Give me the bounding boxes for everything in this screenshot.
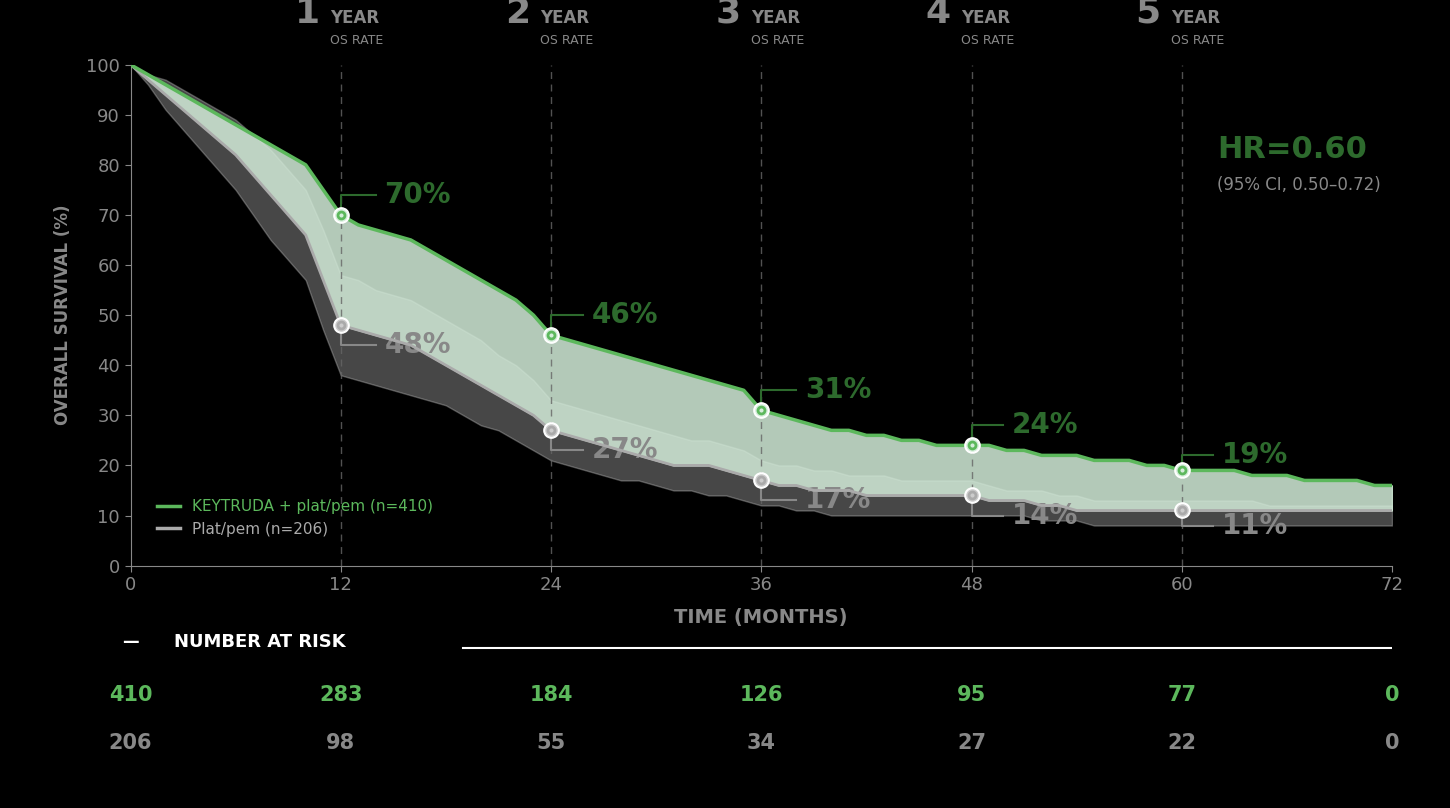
Text: YEAR: YEAR xyxy=(1172,9,1221,27)
Text: 4: 4 xyxy=(925,0,950,30)
Text: NUMBER AT RISK: NUMBER AT RISK xyxy=(174,633,347,651)
Text: 5: 5 xyxy=(1135,0,1160,30)
Text: 27%: 27% xyxy=(592,436,658,465)
X-axis label: TIME (MONTHS): TIME (MONTHS) xyxy=(674,608,848,627)
Text: 34: 34 xyxy=(747,734,776,753)
Text: 55: 55 xyxy=(536,734,566,753)
Text: 46%: 46% xyxy=(592,301,658,329)
Text: YEAR: YEAR xyxy=(331,9,380,27)
Text: 24%: 24% xyxy=(1012,411,1079,440)
Text: 17%: 17% xyxy=(805,486,871,515)
Text: —: — xyxy=(122,633,138,651)
Text: OS RATE: OS RATE xyxy=(1172,34,1224,47)
Text: 410: 410 xyxy=(109,685,152,705)
Text: 3: 3 xyxy=(715,0,740,30)
Y-axis label: OVERALL SURVIVAL (%): OVERALL SURVIVAL (%) xyxy=(54,205,72,425)
Text: YEAR: YEAR xyxy=(751,9,800,27)
Text: 77: 77 xyxy=(1167,685,1196,705)
Text: YEAR: YEAR xyxy=(541,9,590,27)
Text: OS RATE: OS RATE xyxy=(961,34,1014,47)
Text: 0: 0 xyxy=(1385,734,1399,753)
Text: 11%: 11% xyxy=(1222,511,1288,540)
Text: YEAR: YEAR xyxy=(961,9,1011,27)
Text: 31%: 31% xyxy=(805,377,871,404)
Text: OS RATE: OS RATE xyxy=(751,34,803,47)
Text: 126: 126 xyxy=(740,685,783,705)
Legend: KEYTRUDA + plat/pem (n=410), Plat/pem (n=206): KEYTRUDA + plat/pem (n=410), Plat/pem (n… xyxy=(151,493,439,543)
Text: OS RATE: OS RATE xyxy=(331,34,383,47)
Text: 70%: 70% xyxy=(384,181,451,209)
Text: (95% CI, 0.50–0.72): (95% CI, 0.50–0.72) xyxy=(1217,176,1380,194)
Text: 22: 22 xyxy=(1167,734,1196,753)
Text: 1: 1 xyxy=(294,0,319,30)
Text: 283: 283 xyxy=(319,685,362,705)
Text: 48%: 48% xyxy=(384,331,451,360)
Text: OS RATE: OS RATE xyxy=(541,34,593,47)
Text: 95: 95 xyxy=(957,685,986,705)
Text: 14%: 14% xyxy=(1012,502,1079,529)
Text: 19%: 19% xyxy=(1222,441,1288,469)
Text: HR=0.60: HR=0.60 xyxy=(1217,135,1367,164)
Text: 2: 2 xyxy=(505,0,529,30)
Text: 98: 98 xyxy=(326,734,355,753)
Text: 206: 206 xyxy=(109,734,152,753)
Text: 27: 27 xyxy=(957,734,986,753)
Text: 184: 184 xyxy=(529,685,573,705)
Text: 0: 0 xyxy=(1385,685,1399,705)
